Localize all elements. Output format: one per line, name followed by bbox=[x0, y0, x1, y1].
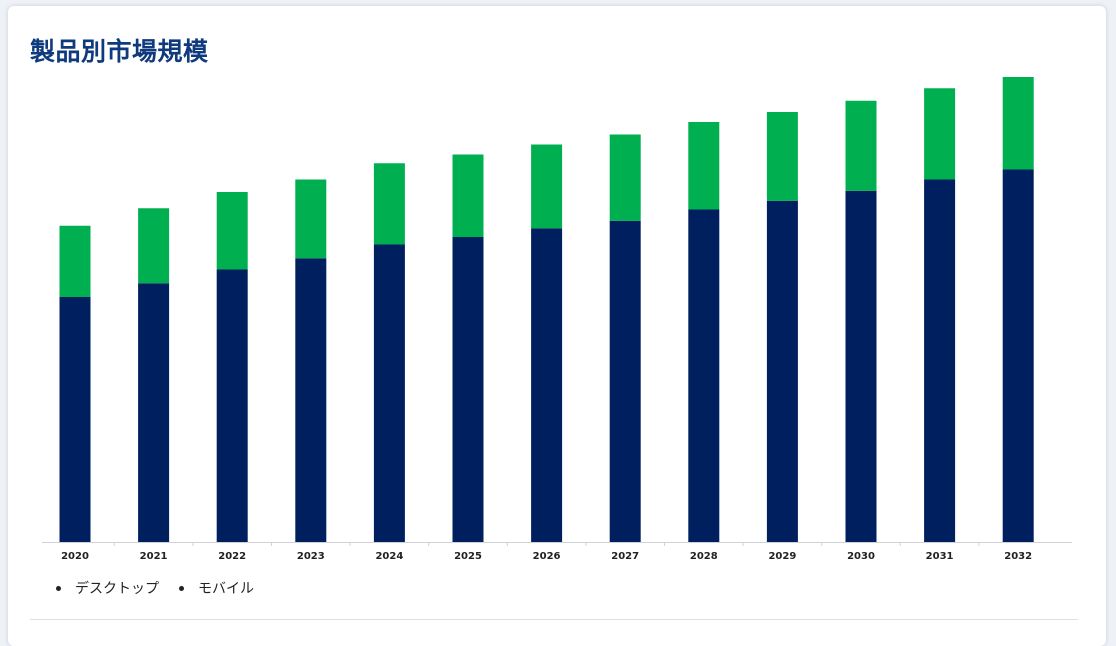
x-tick-label: 2028 bbox=[690, 551, 718, 562]
bar-mobile-2023[interactable] bbox=[295, 179, 327, 259]
x-tick-label: 2024 bbox=[375, 551, 403, 562]
x-tick-label: 2021 bbox=[140, 551, 168, 562]
bar-mobile-2024[interactable] bbox=[373, 163, 405, 245]
bar-desktop-2030[interactable] bbox=[845, 190, 877, 542]
bar-mobile-2031[interactable] bbox=[924, 88, 956, 180]
legend-item-mobile[interactable]: モバイル bbox=[179, 578, 254, 598]
chart-title: 製品別市場規模 bbox=[30, 37, 209, 66]
x-tick-label: 2030 bbox=[847, 551, 875, 562]
legend-label-desktop: デスクトップ bbox=[75, 581, 159, 597]
bar-mobile-2029[interactable] bbox=[766, 112, 798, 201]
legend-item-desktop[interactable]: デスクトップ bbox=[56, 578, 159, 598]
bar-desktop-2022[interactable] bbox=[216, 269, 248, 543]
bar-mobile-2021[interactable] bbox=[138, 208, 170, 284]
bar-chart: 2020 2021 2022 2023 2024 2025 2026 2027 2028 2029… bbox=[42, 77, 1072, 562]
legend-bullet-icon bbox=[179, 585, 184, 591]
bar-mobile-2032[interactable] bbox=[1002, 77, 1034, 170]
bar-desktop-2023[interactable] bbox=[295, 258, 327, 542]
x-tick-label: 2032 bbox=[1004, 551, 1032, 562]
x-tick-label: 2023 bbox=[297, 551, 325, 562]
bar-desktop-2029[interactable] bbox=[766, 200, 798, 542]
legend-bullet-icon bbox=[56, 585, 61, 591]
x-tick-label: 2020 bbox=[61, 551, 89, 562]
bar-desktop-2020[interactable] bbox=[59, 297, 91, 542]
bar-desktop-2028[interactable] bbox=[688, 209, 720, 543]
x-tick-label: 2031 bbox=[926, 551, 954, 562]
x-tick-label: 2026 bbox=[533, 551, 561, 562]
chart-card: 製品別市場規模 2020 2021 2022 2023 2024 2025 2026 2027… bbox=[8, 6, 1106, 646]
bar-mobile-2022[interactable] bbox=[216, 192, 248, 270]
bar-desktop-2032[interactable] bbox=[1002, 169, 1034, 543]
x-tick-label: 2029 bbox=[768, 551, 796, 562]
x-tick-label: 2025 bbox=[454, 551, 482, 562]
bar-mobile-2030[interactable] bbox=[845, 100, 877, 191]
bar-desktop-2021[interactable] bbox=[138, 283, 170, 542]
bar-mobile-2020[interactable] bbox=[59, 225, 91, 297]
bar-mobile-2025[interactable] bbox=[452, 154, 484, 238]
bar-desktop-2027[interactable] bbox=[609, 220, 641, 542]
x-tick-label: 2027 bbox=[611, 551, 639, 562]
legend: デスクトップ モバイル bbox=[56, 578, 254, 598]
divider bbox=[30, 619, 1078, 620]
bar-desktop-2025[interactable] bbox=[452, 237, 484, 542]
bar-desktop-2026[interactable] bbox=[531, 228, 563, 542]
bar-mobile-2026[interactable] bbox=[531, 144, 563, 229]
bar-desktop-2031[interactable] bbox=[924, 179, 956, 543]
legend-label-mobile: モバイル bbox=[198, 581, 254, 597]
bar-mobile-2028[interactable] bbox=[688, 122, 720, 210]
x-tick-label: 2022 bbox=[218, 551, 246, 562]
bar-mobile-2027[interactable] bbox=[609, 134, 641, 221]
bar-desktop-2024[interactable] bbox=[373, 244, 405, 543]
